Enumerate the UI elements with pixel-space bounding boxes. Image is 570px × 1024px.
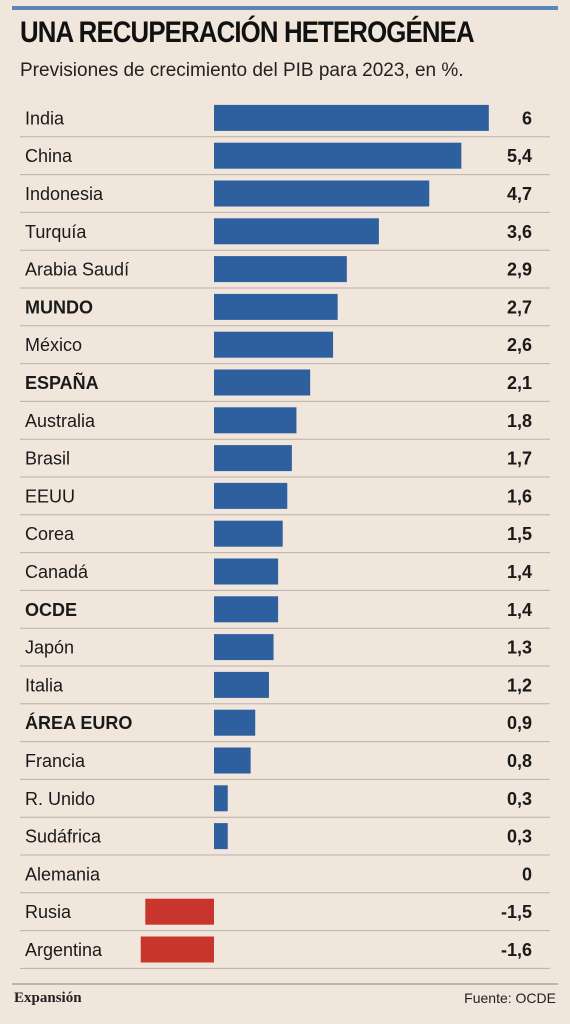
- bar: [214, 293, 338, 320]
- value-label: 2,6: [507, 335, 532, 355]
- value-label: 0,9: [507, 713, 532, 733]
- value-label: 2,1: [507, 373, 532, 393]
- bar: [214, 445, 292, 472]
- value-label: 1,4: [507, 600, 532, 620]
- category-label: Francia: [25, 751, 86, 771]
- source-note: Fuente: OCDE: [464, 990, 556, 1006]
- value-label: 5,4: [507, 146, 532, 166]
- category-label: OCDE: [25, 600, 77, 620]
- bar: [214, 331, 334, 358]
- bar: [214, 407, 297, 434]
- category-label: ESPAÑA: [25, 372, 99, 393]
- bar: [214, 104, 489, 131]
- value-label: 0,3: [507, 789, 532, 809]
- chart-title: UNA RECUPERACIÓN HETEROGÉNEA: [20, 16, 475, 49]
- bar: [214, 596, 279, 623]
- value-label: 6: [522, 108, 532, 128]
- value-label: 3,6: [507, 222, 532, 242]
- category-label: Corea: [25, 524, 75, 544]
- bar: [214, 709, 256, 736]
- top-rule: [12, 6, 558, 10]
- value-label: 1,6: [507, 486, 532, 506]
- category-label: China: [25, 146, 73, 166]
- category-label: México: [25, 335, 82, 355]
- value-label: 1,4: [507, 562, 532, 582]
- value-label: 0,8: [507, 751, 532, 771]
- bar: [214, 180, 430, 207]
- category-label: Italia: [25, 675, 64, 695]
- value-label: -1,5: [501, 902, 532, 922]
- value-label: 1,8: [507, 411, 532, 431]
- category-label: ÁREA EURO: [25, 712, 132, 733]
- category-label: Indonesia: [25, 184, 104, 204]
- value-label: 0,3: [507, 827, 532, 847]
- value-label: 2,9: [507, 260, 532, 280]
- category-label: Sudáfrica: [25, 827, 102, 847]
- bar: [214, 218, 379, 245]
- bar: [214, 785, 228, 812]
- category-label: Canadá: [25, 562, 89, 582]
- category-label: MUNDO: [25, 297, 93, 317]
- brand-logo: Expansión: [14, 990, 82, 1006]
- category-label: Alemania: [25, 864, 101, 884]
- value-label: 1,5: [507, 524, 532, 544]
- value-label: 1,7: [507, 449, 532, 469]
- category-label: Rusia: [25, 902, 72, 922]
- category-label: India: [25, 108, 65, 128]
- bar: [214, 634, 274, 661]
- chart-subtitle: Previsiones de crecimiento del PIB para …: [20, 60, 464, 81]
- category-label: Arabia Saudí: [25, 260, 129, 280]
- value-label: 4,7: [507, 184, 532, 204]
- value-label: 1,2: [507, 675, 532, 695]
- bar: [214, 256, 347, 283]
- category-label: Turquía: [25, 222, 87, 242]
- category-label: Japón: [25, 638, 74, 658]
- bar: [214, 558, 279, 585]
- bar: [140, 936, 214, 963]
- value-label: 1,3: [507, 638, 532, 658]
- bar: [214, 747, 251, 774]
- value-label: -1,6: [501, 940, 532, 960]
- category-label: Australia: [25, 411, 96, 431]
- bar: [214, 142, 462, 169]
- category-label: Brasil: [25, 449, 70, 469]
- value-label: 0: [522, 864, 532, 884]
- bar: [214, 482, 288, 509]
- bar: [214, 823, 228, 850]
- category-label: Argentina: [25, 940, 103, 960]
- bar: [145, 898, 214, 925]
- bar: [214, 671, 269, 698]
- bar: [214, 369, 311, 396]
- category-label: R. Unido: [25, 789, 95, 809]
- value-label: 2,7: [507, 297, 532, 317]
- bar: [214, 520, 283, 547]
- category-label: EEUU: [25, 486, 75, 506]
